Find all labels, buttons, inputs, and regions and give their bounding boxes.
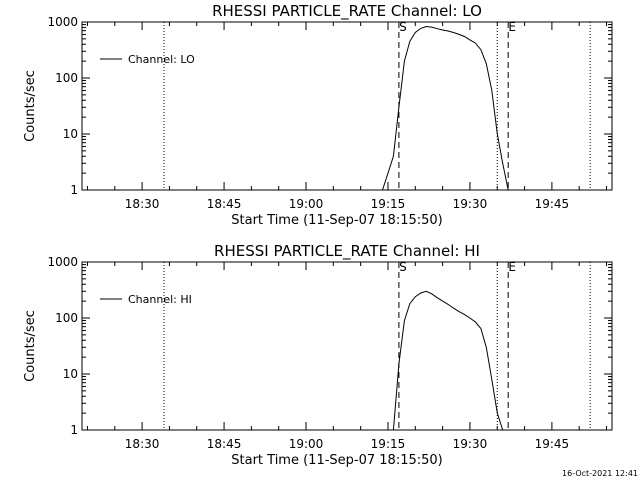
y-tick-label: 10 (63, 127, 78, 141)
x-tick-label: 19:45 (535, 437, 570, 451)
x-tick-label: 19:15 (371, 197, 406, 211)
chart-panel-lo: RHESSI PARTICLE_RATE Channel: LO 1 10 100 10… (23, 2, 613, 228)
y-tick-label: 100 (55, 311, 78, 325)
plot-frame (81, 21, 613, 191)
y-tick-label: 100 (55, 71, 78, 85)
x-tick-label: 18:30 (125, 197, 160, 211)
x-axis-label: Start Time (11-Sep-07 18:15:50) (231, 213, 442, 228)
legend-entry: Channel: HI (128, 293, 192, 306)
x-axis-label: Start Time (11-Sep-07 18:15:50) (231, 453, 442, 468)
chart-title: RHESSI PARTICLE_RATE Channel: LO (212, 2, 482, 21)
x-tick-label: 18:45 (207, 197, 242, 211)
timestamp-label: 16-Oct-2021 12:41 (562, 469, 638, 478)
y-axis-label: Counts/sec (23, 310, 38, 382)
chart-panel-hi: RHESSI PARTICLE_RATE Channel: HI 1 10 100 10… (23, 242, 613, 468)
series-line (382, 25, 509, 191)
y-tick-label: 1000 (47, 255, 78, 269)
marker-label-s: S (399, 20, 407, 34)
x-tick-label: 19:45 (535, 197, 570, 211)
marker-label-e: E (508, 260, 516, 274)
x-tick-label: 19:30 (453, 437, 488, 451)
y-tick-label: 1 (70, 423, 78, 437)
x-tick-label: 19:30 (453, 197, 488, 211)
x-tick-label: 18:30 (125, 437, 160, 451)
y-axis-label: Counts/sec (23, 70, 38, 142)
legend-entry: Channel: LO (128, 53, 195, 66)
x-tick-label: 19:00 (289, 437, 324, 451)
y-tick-label: 10 (63, 367, 78, 381)
chart-title: RHESSI PARTICLE_RATE Channel: HI (214, 242, 480, 261)
plot-frame (81, 261, 613, 431)
marker-label-e: E (508, 20, 516, 34)
series-line (392, 290, 504, 431)
y-tick-label: 1000 (47, 15, 78, 29)
marker-label-s: S (399, 260, 407, 274)
x-tick-label: 19:15 (371, 437, 406, 451)
x-tick-label: 18:45 (207, 437, 242, 451)
y-tick-label: 1 (70, 183, 78, 197)
x-tick-label: 19:00 (289, 197, 324, 211)
